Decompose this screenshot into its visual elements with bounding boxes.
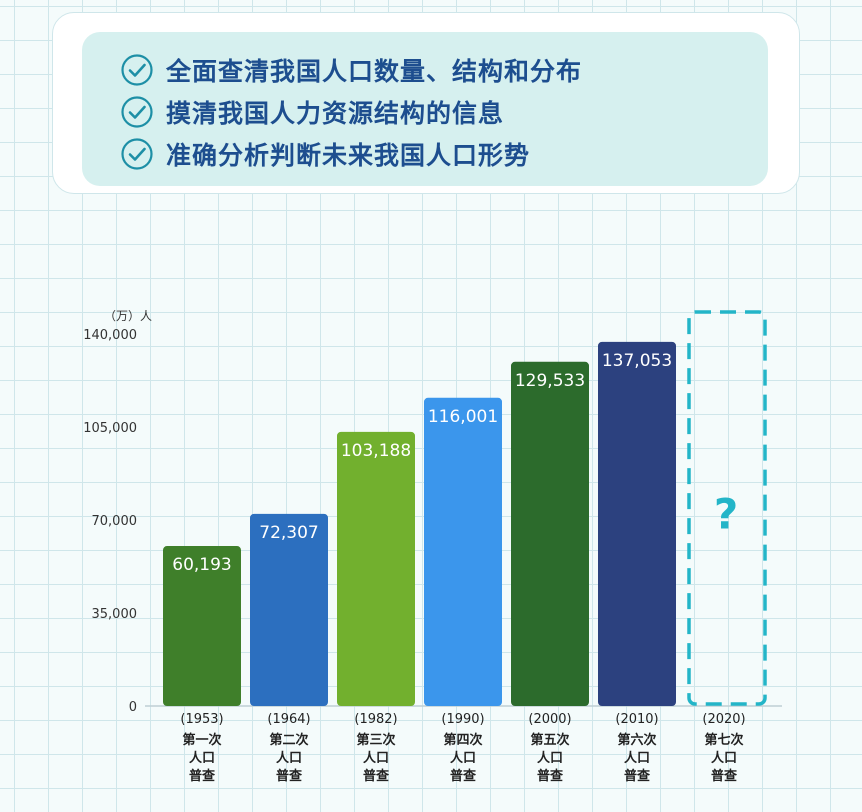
bar-value-label: 137,053 [602, 351, 672, 371]
category-year-label: (2000) [528, 712, 571, 727]
category-line2-label: 人口 [189, 750, 215, 766]
category-name-label: 第五次 [530, 732, 569, 748]
category-line3-label: 普查 [189, 768, 216, 784]
category-name-label: 第三次 [356, 732, 395, 748]
category-line2-label: 人口 [276, 750, 302, 766]
category-line2-label: 人口 [537, 750, 563, 766]
unknown-value-label: ? [714, 490, 738, 539]
bar-value-label: 129,533 [515, 371, 585, 391]
goal-text: 准确分析判断未来我国人口形势 [166, 141, 531, 170]
goal-text: 全面查清我国人口数量、结构和分布 [166, 57, 583, 86]
bar [337, 431, 415, 706]
check-circle-icon [121, 96, 153, 128]
goal-item: 准确分析判断未来我国人口形势 [120, 136, 530, 172]
y-tick-label: 140,000 [83, 328, 137, 343]
goal-item: 全面查清我国人口数量、结构和分布 [120, 52, 582, 88]
category-line3-label: 普查 [363, 768, 390, 784]
category-year-label: (2020) [702, 712, 745, 727]
check-circle-icon [121, 54, 153, 86]
category-year-label: (1982) [354, 712, 397, 727]
bar [250, 513, 328, 706]
goal-text: 摸清我国人力资源结构的信息 [166, 99, 505, 128]
category-year-label: (1964) [267, 712, 310, 727]
check-circle-icon [121, 138, 153, 170]
y-tick-label: 105,000 [83, 421, 137, 436]
placeholder-bar [687, 310, 767, 706]
bar-value-label: 72,307 [259, 523, 318, 543]
bar [511, 361, 589, 706]
category-year-label: (2010) [615, 712, 658, 727]
y-tick-label: 70,000 [92, 514, 138, 529]
bar-value-label: 103,188 [341, 441, 411, 461]
y-tick-label: 0 [129, 700, 137, 715]
category-year-label: (1953) [180, 712, 223, 727]
category-line3-label: 普查 [537, 768, 564, 784]
category-name-label: 第六次 [617, 732, 656, 748]
goal-item: 摸清我国人力资源结构的信息 [120, 94, 504, 130]
bar-value-label: 116,001 [428, 407, 498, 427]
category-line3-label: 普查 [624, 768, 651, 784]
category-line3-label: 普查 [711, 768, 738, 784]
category-line2-label: 人口 [624, 750, 650, 766]
bar [163, 546, 241, 706]
category-line3-label: 普查 [276, 768, 303, 784]
category-name-label: 第四次 [443, 732, 482, 748]
category-line3-label: 普查 [450, 768, 477, 784]
category-name-label: 第七次 [704, 732, 743, 748]
category-name-label: 第一次 [182, 732, 221, 748]
category-year-label: (1990) [441, 712, 484, 727]
category-line2-label: 人口 [363, 750, 389, 766]
y-unit-label: （万）人 [104, 309, 152, 323]
goals-card [82, 32, 768, 186]
category-line2-label: 人口 [450, 750, 476, 766]
bar [424, 397, 502, 706]
category-line2-label: 人口 [711, 750, 737, 766]
y-tick-label: 35,000 [92, 607, 138, 622]
bar-value-label: 60,193 [172, 555, 231, 575]
category-name-label: 第二次 [269, 732, 308, 748]
bar [598, 341, 676, 706]
